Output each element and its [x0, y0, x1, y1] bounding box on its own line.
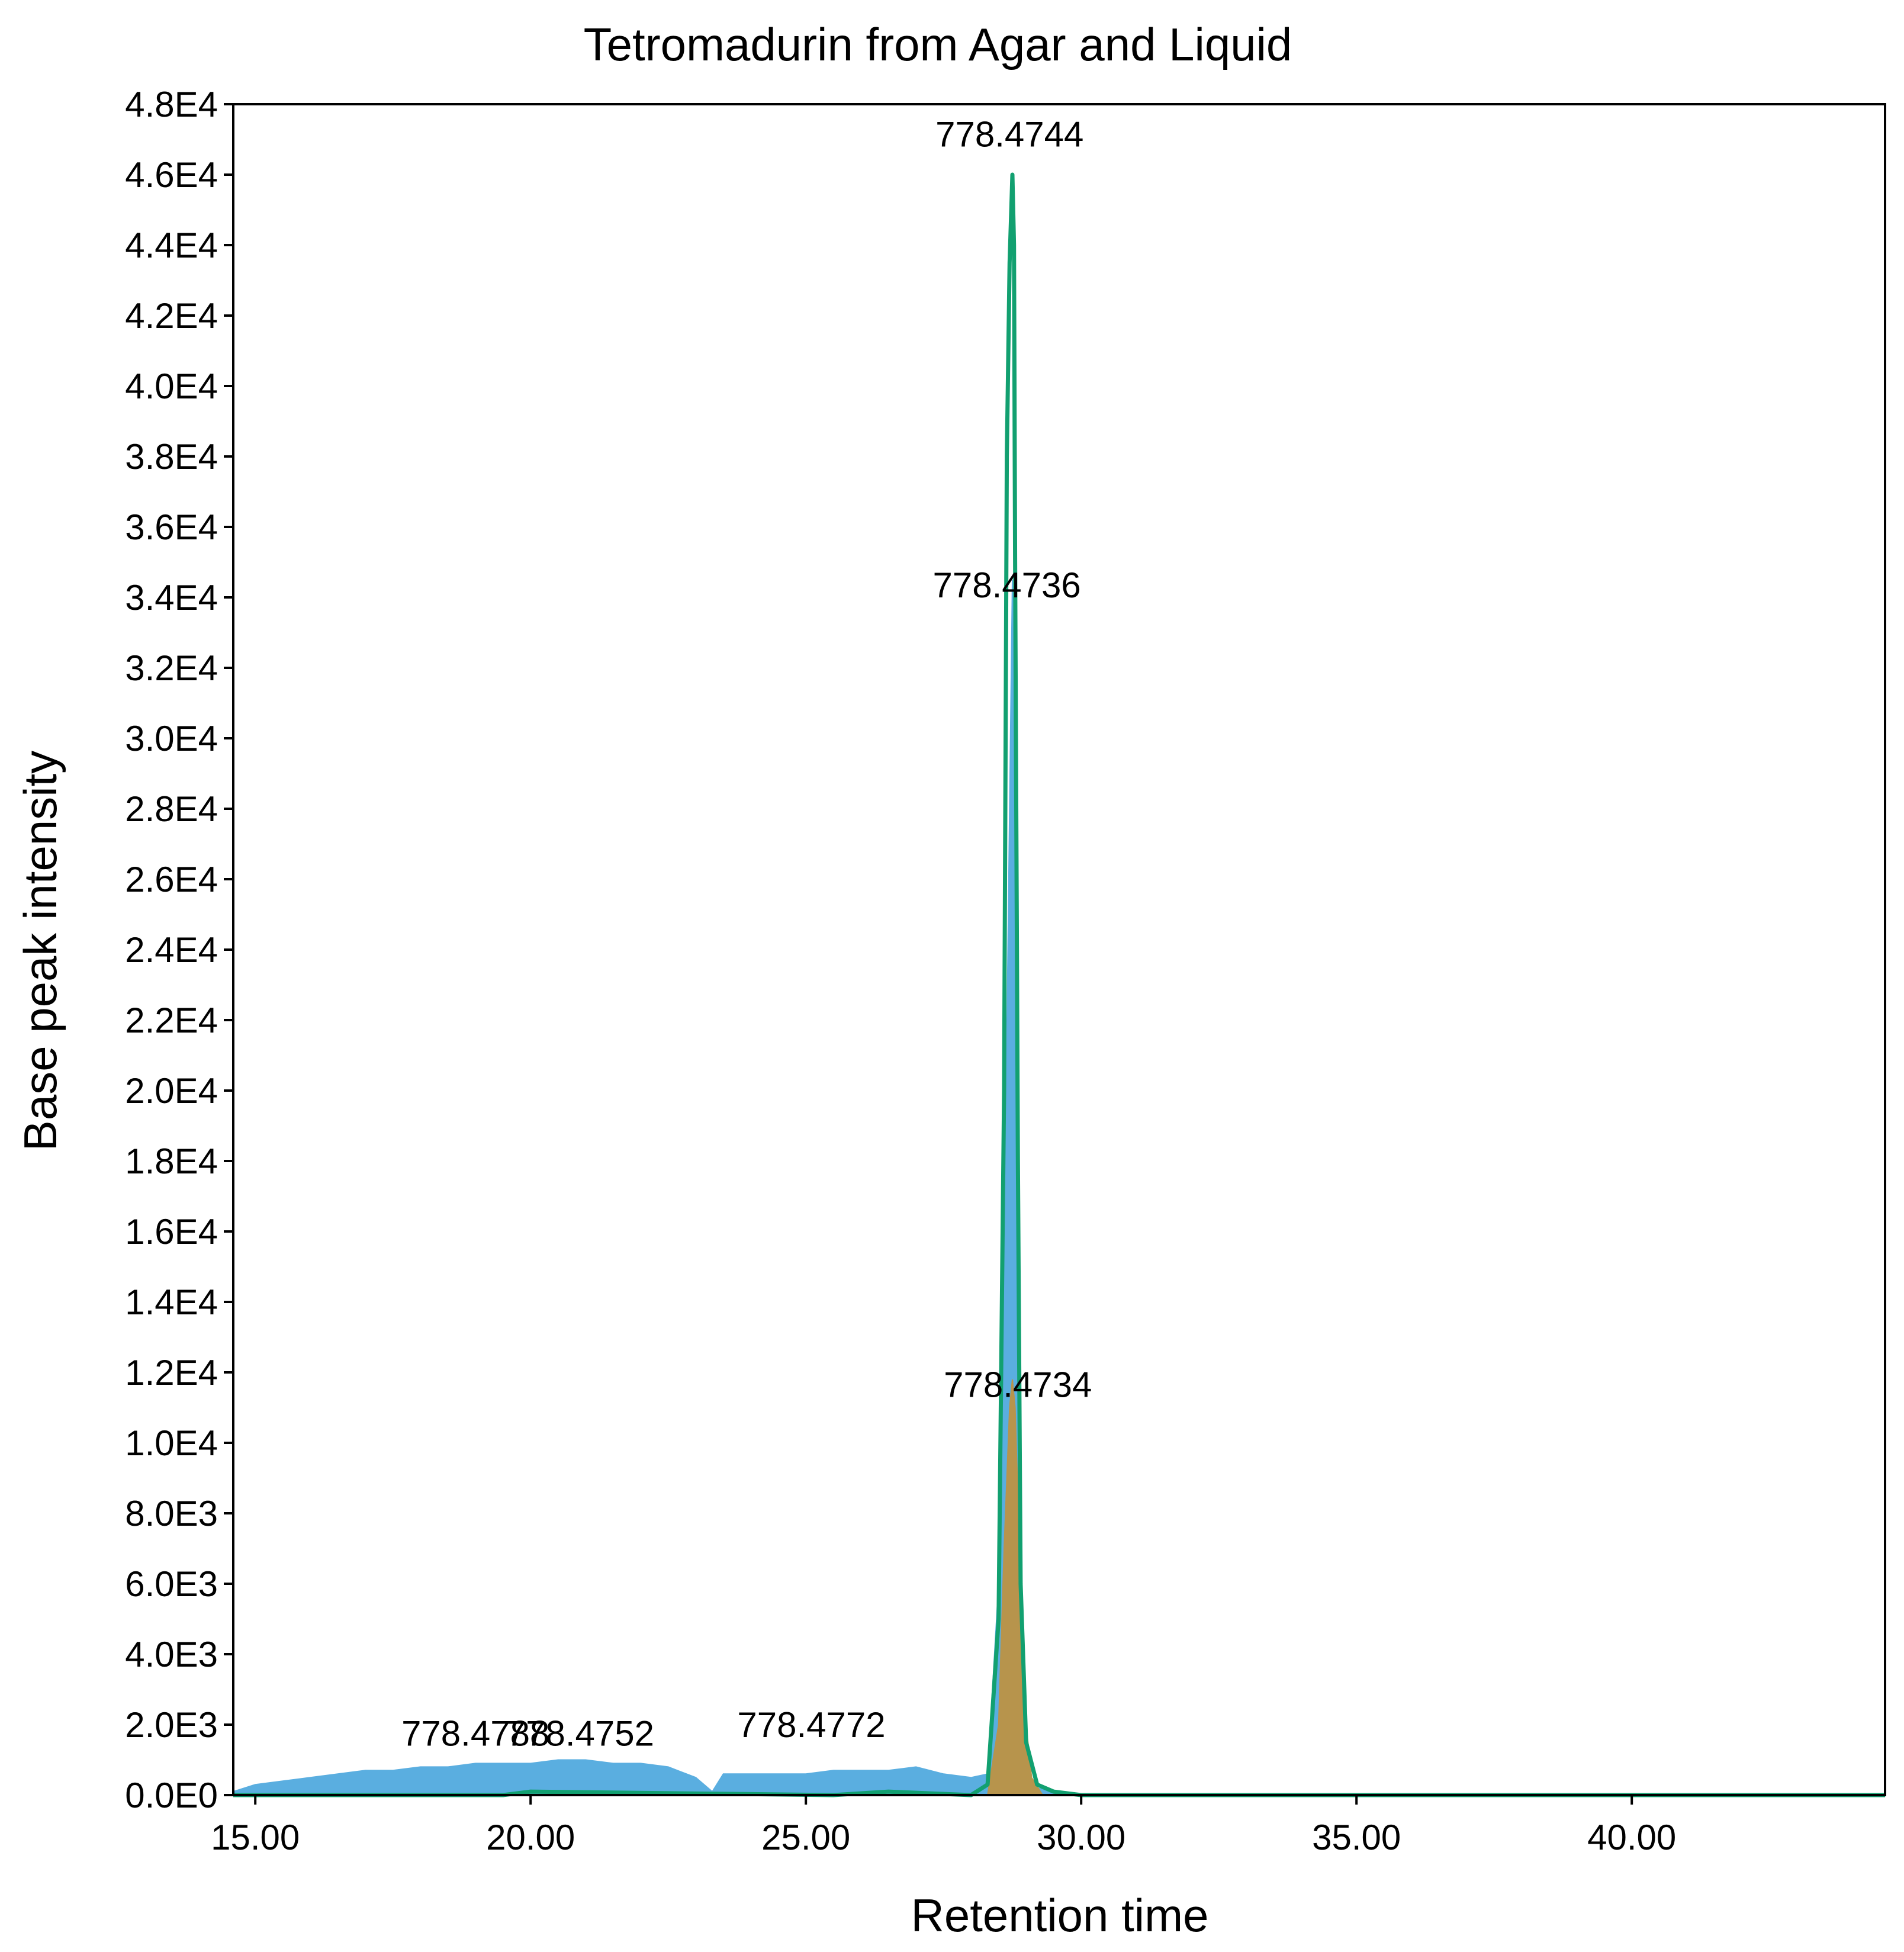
y-axis-label: Base peak intensity: [14, 751, 66, 1151]
y-tick-label: 2.8E4: [125, 789, 218, 829]
y-tick-label: 1.4E4: [125, 1282, 218, 1322]
peak-annotation: 778.4744: [935, 114, 1083, 154]
y-tick-label: 2.0E3: [125, 1705, 218, 1745]
peak-annotation: 778.4752: [506, 1714, 654, 1754]
chart-title: Tetromadurin from Agar and Liquid: [584, 18, 1292, 70]
x-tick-label: 40.00: [1587, 1818, 1676, 1857]
x-tick-label: 20.00: [486, 1818, 575, 1857]
y-tick-label: 3.8E4: [125, 437, 218, 477]
y-tick-label: 2.4E4: [125, 930, 218, 970]
y-tick-label: 4.0E3: [125, 1635, 218, 1674]
x-tick-label: 30.00: [1037, 1818, 1125, 1857]
y-tick-label: 3.6E4: [125, 507, 218, 547]
peak-annotation: 778.4734: [944, 1365, 1092, 1405]
y-tick-label: 6.0E3: [125, 1564, 218, 1604]
y-tick-label: 4.0E4: [125, 366, 218, 406]
y-tick-label: 3.0E4: [125, 719, 218, 758]
plot-frame: [232, 103, 1886, 1796]
y-tick-label: 3.2E4: [125, 648, 218, 688]
y-tick-label: 4.6E4: [125, 155, 218, 195]
series-layer: [233, 172, 1885, 1797]
peak-annotation: 778.4772: [737, 1705, 885, 1745]
peak-annotation: 778.4736: [933, 565, 1081, 605]
y-tick-label: 8.0E3: [125, 1494, 218, 1533]
y-tick-label: 2.6E4: [125, 860, 218, 899]
y-tick-label: 0.0E0: [125, 1776, 218, 1815]
y-tick-label: 4.8E4: [125, 85, 218, 124]
series-0: [233, 580, 1885, 1796]
y-tick-label: 1.6E4: [125, 1212, 218, 1252]
y-tick-label: 4.4E4: [125, 226, 218, 265]
x-tick-label: 25.00: [761, 1818, 850, 1857]
annotations-layer: 778.4744 778.4736 778.4734 778.4788778.4752…: [401, 114, 1092, 1753]
y-tick-label: 1.2E4: [125, 1353, 218, 1393]
y-tick-label: 2.2E4: [125, 1001, 218, 1040]
y-tick-label: 1.8E4: [125, 1141, 218, 1181]
y-tick-label: 4.2E4: [125, 296, 218, 336]
y-tick-label: 3.4E4: [125, 578, 218, 618]
y-tick-label: 1.0E4: [125, 1423, 218, 1463]
peak-annotation: 778.4788: [401, 1714, 549, 1754]
series-2: [233, 172, 1885, 1797]
x-axis-label: Retention time: [911, 1889, 1209, 1941]
x-tick-label: 35.00: [1312, 1818, 1401, 1857]
x-tick-label: 15.00: [211, 1818, 300, 1857]
y-tick-label: 2.0E4: [125, 1071, 218, 1111]
ticks-layer: 0.0E0 2.0E3 4.0E3 6.0E3 8.0E3 1.0E4 1.2E4 1.4E4…: [125, 85, 1676, 1857]
